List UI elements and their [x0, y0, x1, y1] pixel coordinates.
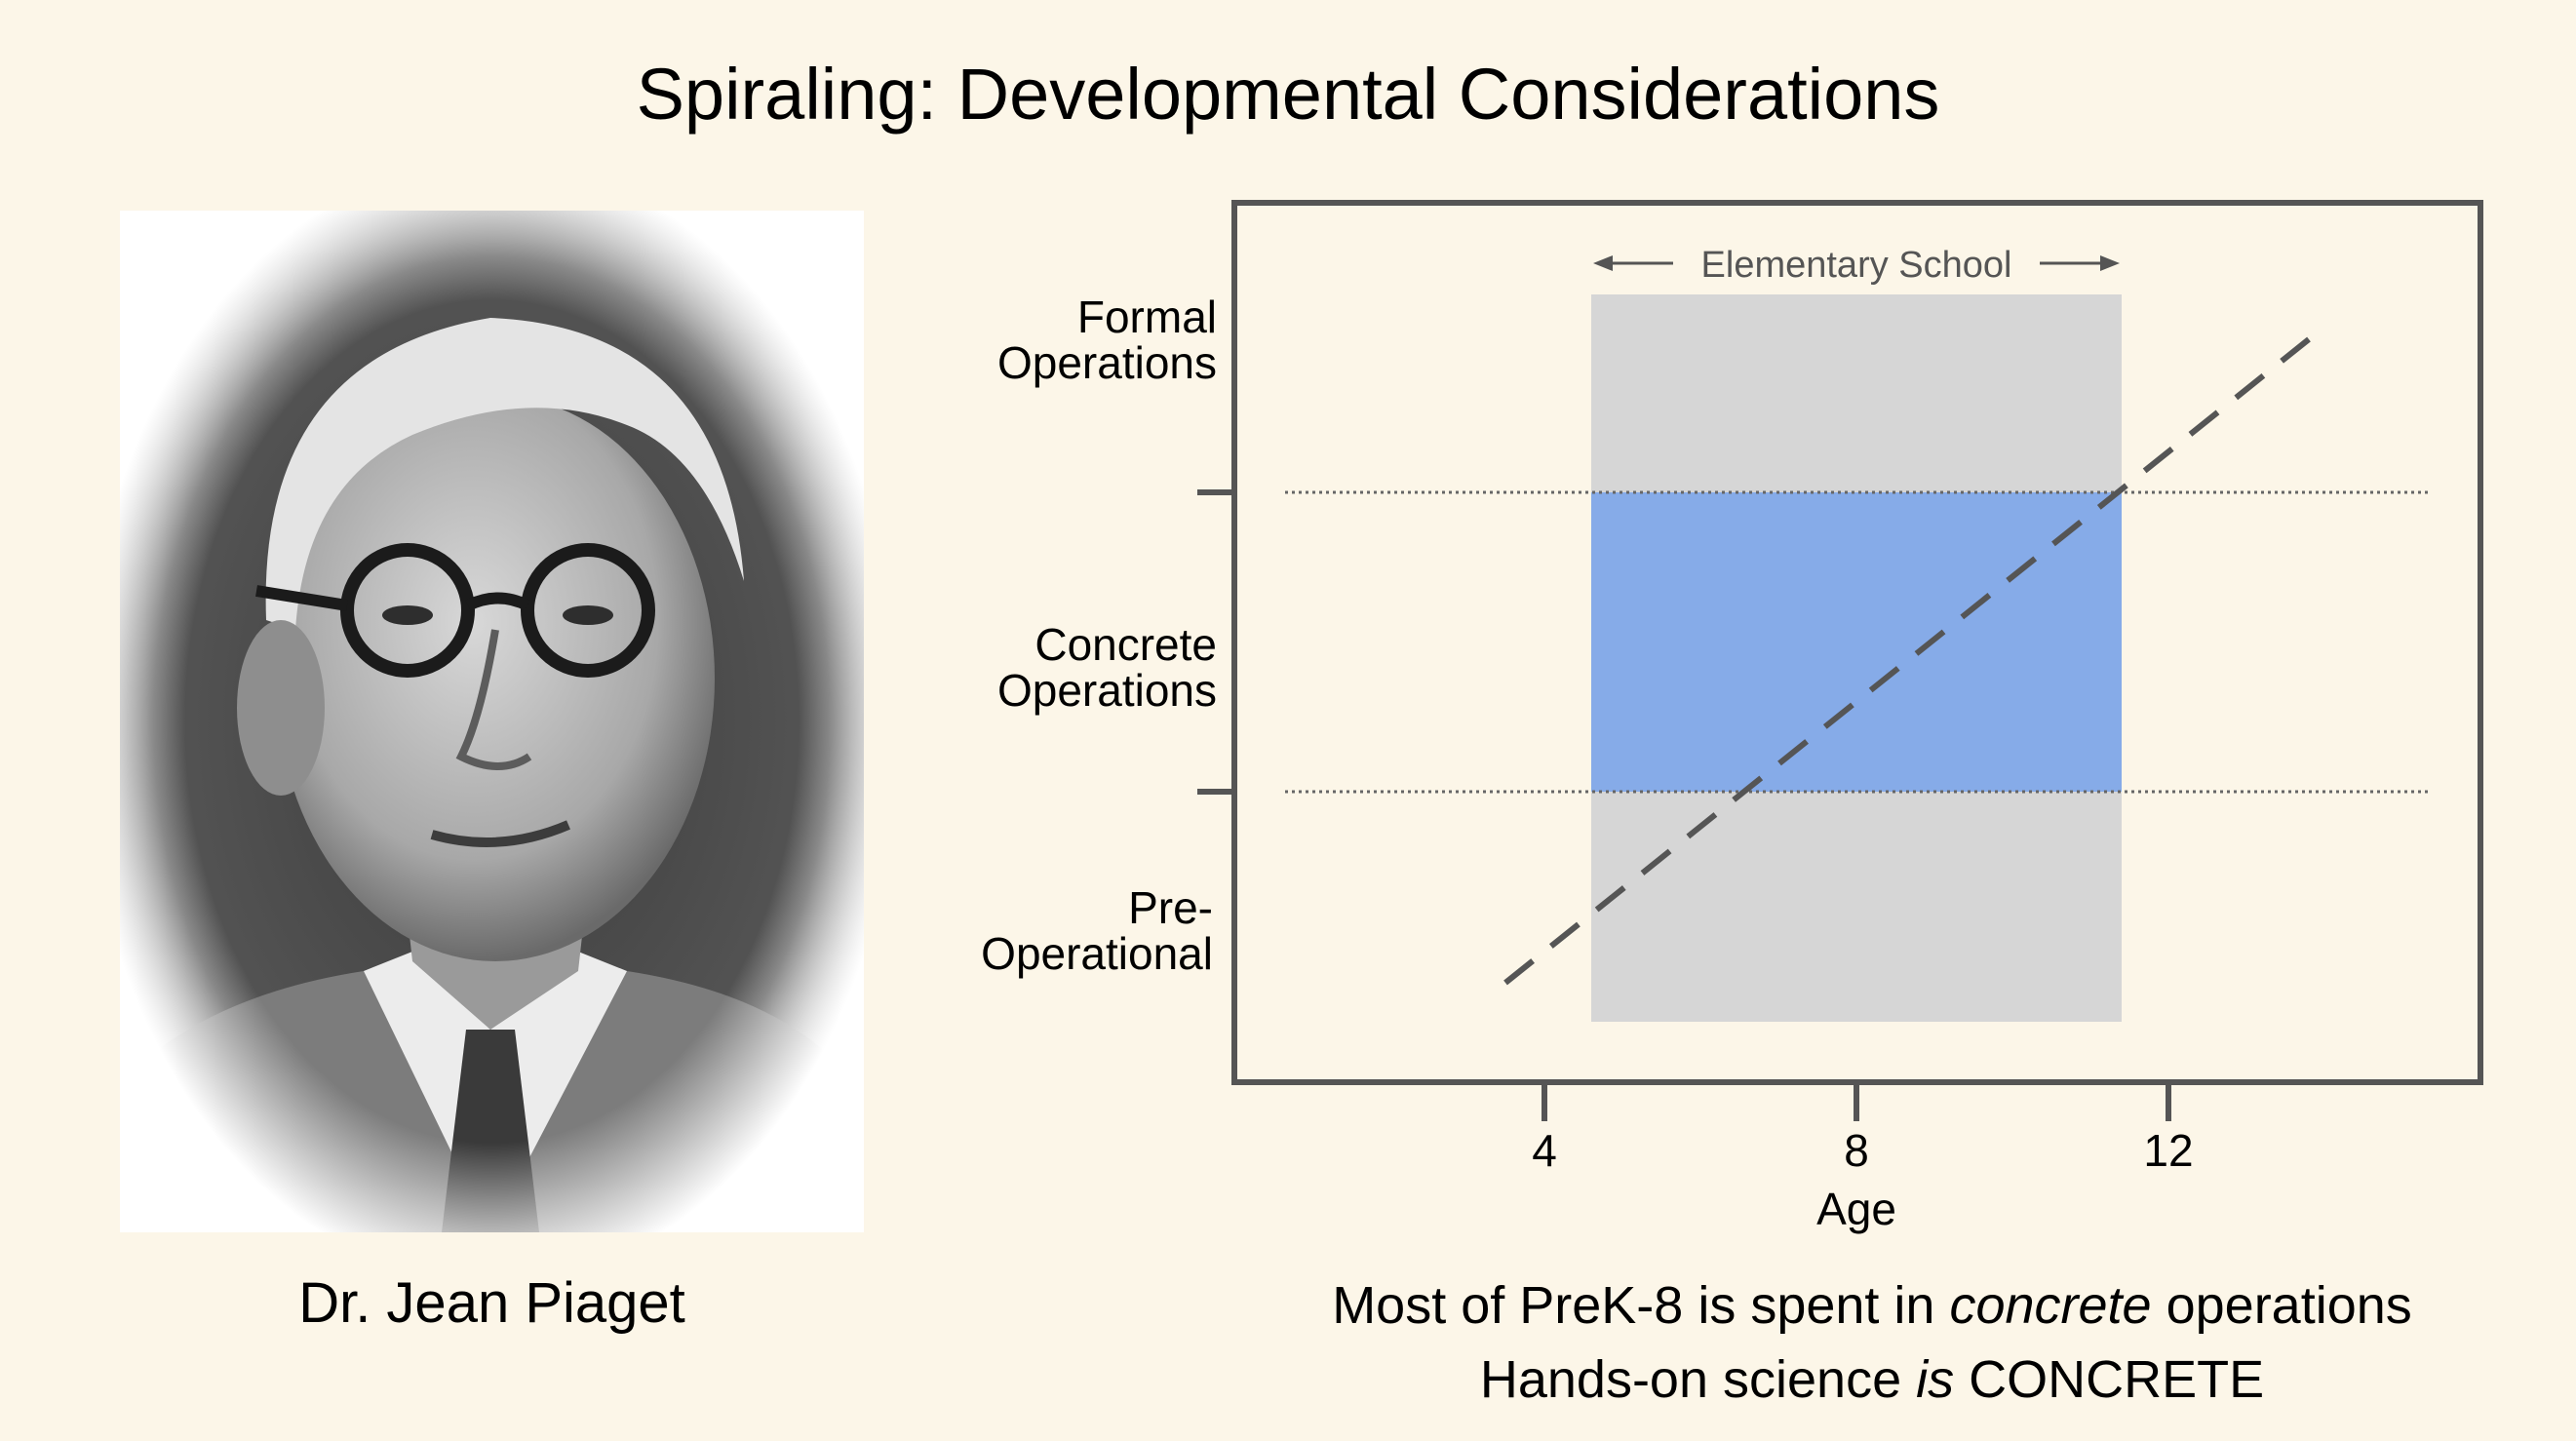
footnote-text: Hands-on science: [1479, 1350, 1917, 1409]
x-axis-ticks: 4 8 12: [1532, 1082, 2194, 1176]
footnote-text: CONCRETE: [1954, 1350, 2265, 1409]
elementary-school-label: Elementary School: [1593, 245, 2120, 286]
stage-label-line: Concrete: [1034, 619, 1217, 670]
footnote-emphasis: concrete: [1949, 1276, 2152, 1335]
x-axis-label: Age: [1816, 1184, 1896, 1234]
stage-label-line: Operations: [996, 665, 1217, 716]
band-label-text: Elementary School: [1701, 245, 2012, 286]
footnote-text: operations: [2151, 1276, 2412, 1335]
footnote-emphasis: is: [1916, 1350, 1955, 1409]
stage-label-preoperational: Pre- Operational: [878, 885, 1213, 977]
portrait-photo: [120, 211, 864, 1232]
arrow-left-head: [1593, 255, 1613, 271]
stage-label-line: Pre-: [1128, 882, 1213, 933]
portrait-caption: Dr. Jean Piaget: [298, 1271, 685, 1335]
stage-label-line: Operational: [981, 928, 1213, 979]
x-tick-label: 12: [2143, 1125, 2193, 1176]
footnote-text: Most of PreK-8 is spent in: [1332, 1276, 1950, 1335]
concrete-highlight: [1591, 492, 2122, 792]
footnote-line-2: Hands-on science is CONCRETE: [1199, 1347, 2545, 1412]
x-tick-label: 4: [1532, 1125, 1557, 1176]
footnote-line-1: Most of PreK-8 is spent in concrete oper…: [1199, 1273, 2545, 1338]
stage-label-line: Operations: [996, 337, 1217, 388]
x-tick-label: 8: [1844, 1125, 1869, 1176]
stage-label-concrete: Concrete Operations: [878, 622, 1217, 714]
stage-label-line: Formal: [1076, 292, 1217, 342]
slide-title: Spiraling: Developmental Considerations: [636, 54, 1940, 135]
arrow-right-head: [2100, 255, 2120, 271]
stage-label-formal: Formal Operations: [878, 294, 1217, 386]
